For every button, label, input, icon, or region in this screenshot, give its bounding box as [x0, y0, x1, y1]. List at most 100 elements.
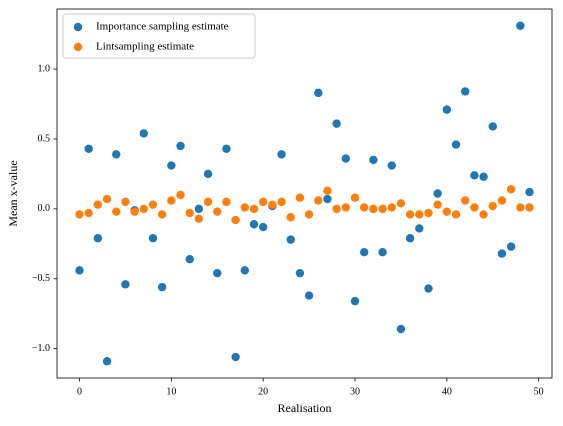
point — [167, 161, 176, 170]
point — [488, 201, 497, 211]
point — [332, 119, 341, 128]
y-tick-label: −0.5 — [32, 273, 50, 284]
point — [222, 197, 231, 207]
point — [121, 280, 130, 289]
point — [314, 196, 323, 205]
point — [102, 357, 112, 366]
point — [240, 203, 250, 212]
point — [121, 197, 130, 207]
point — [176, 141, 185, 151]
point — [525, 187, 534, 197]
point — [359, 203, 369, 212]
point — [470, 203, 479, 212]
point — [231, 352, 240, 362]
point — [176, 190, 185, 200]
point — [323, 194, 332, 204]
y-tick-label: 1.0 — [38, 63, 51, 74]
legend-marker — [73, 22, 83, 32]
point — [396, 324, 406, 334]
point — [516, 203, 525, 212]
legend-label: Importance sampling estimate — [96, 21, 229, 33]
point — [350, 296, 360, 306]
point — [268, 200, 277, 209]
point — [304, 291, 314, 300]
point — [286, 235, 295, 244]
legend-marker — [73, 42, 83, 52]
point — [350, 193, 360, 202]
point — [479, 210, 488, 219]
x-tick-label: 30 — [350, 386, 360, 397]
legend-label: Lintsampling estimate — [96, 41, 194, 53]
point — [139, 204, 148, 214]
point — [277, 197, 286, 207]
point — [415, 210, 424, 219]
point — [369, 155, 378, 165]
point — [231, 215, 240, 225]
point — [314, 88, 323, 98]
point — [295, 268, 305, 278]
point — [295, 193, 305, 202]
point — [341, 154, 351, 163]
point — [167, 196, 176, 205]
legend-box — [62, 13, 256, 59]
point — [451, 210, 461, 219]
point — [277, 150, 286, 159]
point — [93, 234, 103, 243]
point — [387, 203, 396, 212]
point — [213, 207, 222, 216]
point — [405, 234, 415, 243]
point — [112, 150, 121, 159]
point — [249, 220, 259, 229]
point — [497, 196, 507, 205]
point — [424, 208, 433, 218]
point — [222, 144, 231, 153]
point — [286, 213, 295, 222]
point — [341, 203, 351, 212]
point — [433, 200, 442, 209]
point — [461, 87, 470, 96]
point — [516, 21, 525, 30]
x-axis-label: Realisation — [278, 401, 332, 415]
point — [479, 172, 488, 181]
point — [323, 186, 332, 195]
point — [497, 249, 507, 258]
point — [148, 200, 158, 209]
point — [405, 210, 415, 219]
point — [75, 210, 84, 219]
point — [442, 105, 452, 114]
point — [213, 268, 222, 278]
point — [424, 284, 433, 293]
point — [185, 208, 194, 218]
point — [378, 248, 387, 257]
point — [75, 266, 84, 275]
x-tick-label: 0 — [77, 386, 82, 397]
point — [470, 171, 479, 180]
x-tick-label: 50 — [534, 386, 544, 397]
point — [461, 196, 470, 205]
point — [378, 204, 387, 214]
point — [203, 197, 213, 207]
point — [387, 161, 396, 170]
x-tick-label: 20 — [258, 386, 268, 397]
y-tick-label: −1.0 — [32, 343, 50, 354]
point — [506, 242, 516, 251]
point — [194, 204, 204, 214]
point — [84, 144, 93, 153]
point — [258, 197, 268, 207]
point — [157, 282, 167, 292]
point — [442, 207, 452, 216]
point — [112, 207, 121, 216]
x-tick-label: 10 — [166, 386, 176, 397]
point — [185, 254, 194, 264]
y-tick-label: 0.5 — [38, 133, 51, 144]
point — [139, 129, 148, 138]
point — [506, 185, 516, 194]
point — [304, 210, 314, 219]
x-tick-label: 40 — [442, 386, 452, 397]
point — [488, 122, 497, 131]
point — [240, 266, 250, 275]
point — [332, 204, 341, 214]
point — [415, 224, 424, 233]
y-tick-label: 0.0 — [38, 203, 51, 214]
